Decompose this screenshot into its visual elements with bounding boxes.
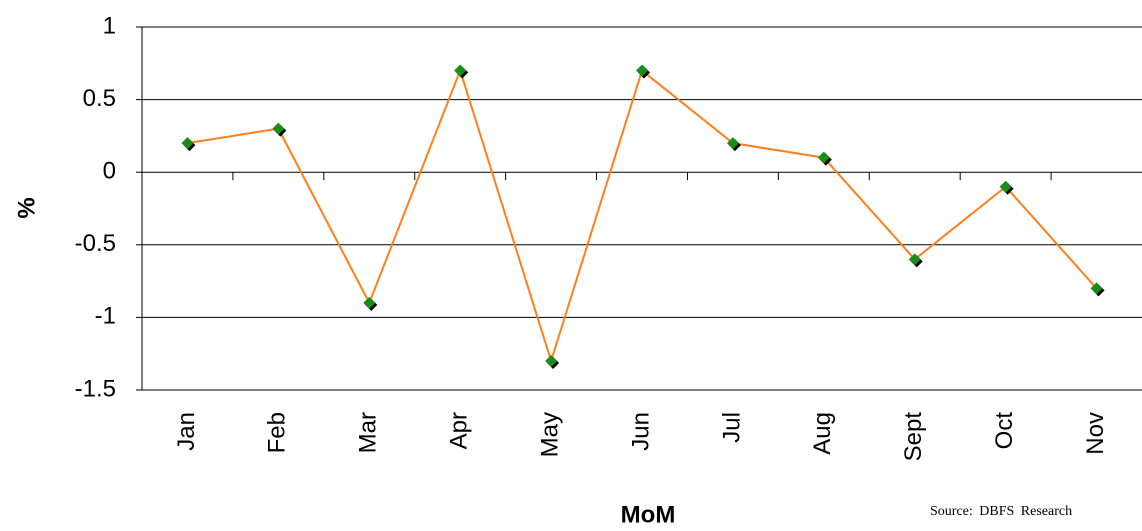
x-tick-label: Feb <box>264 412 291 453</box>
y-tick-label: 1 <box>103 12 116 39</box>
y-tick-label: -1.5 <box>75 375 116 402</box>
source-note: Source: DBFS Research <box>930 504 1072 519</box>
x-tick-label: Apr <box>446 412 473 449</box>
x-tick-label: Aug <box>809 412 836 455</box>
y-tick-label: -0.5 <box>75 230 116 257</box>
marker <box>999 180 1012 193</box>
x-tick-label: Sept <box>900 412 927 462</box>
marker <box>454 64 467 77</box>
x-tick-label: Nov <box>1082 412 1109 455</box>
marker <box>908 253 921 266</box>
x-tick-label: Mar <box>355 412 382 453</box>
y-tick-label: 0.5 <box>83 85 116 112</box>
x-tick-label: Jan <box>173 412 200 451</box>
marker <box>726 137 739 150</box>
y-axis-label: % <box>13 197 40 218</box>
marker <box>272 122 285 135</box>
x-tick-label: May <box>536 412 563 457</box>
marker <box>545 354 558 367</box>
marker <box>636 64 648 77</box>
marker <box>1090 282 1103 295</box>
marker <box>817 151 830 164</box>
y-tick-label: -1 <box>95 303 116 330</box>
marker <box>181 137 194 150</box>
x-axis-label: MoM <box>621 501 676 528</box>
x-tick-label: Jul <box>718 412 745 443</box>
x-tick-label: Oct <box>991 412 1018 450</box>
marker <box>363 296 376 309</box>
y-tick-label: 0 <box>103 158 116 185</box>
x-tick-label: Jun <box>627 412 654 451</box>
